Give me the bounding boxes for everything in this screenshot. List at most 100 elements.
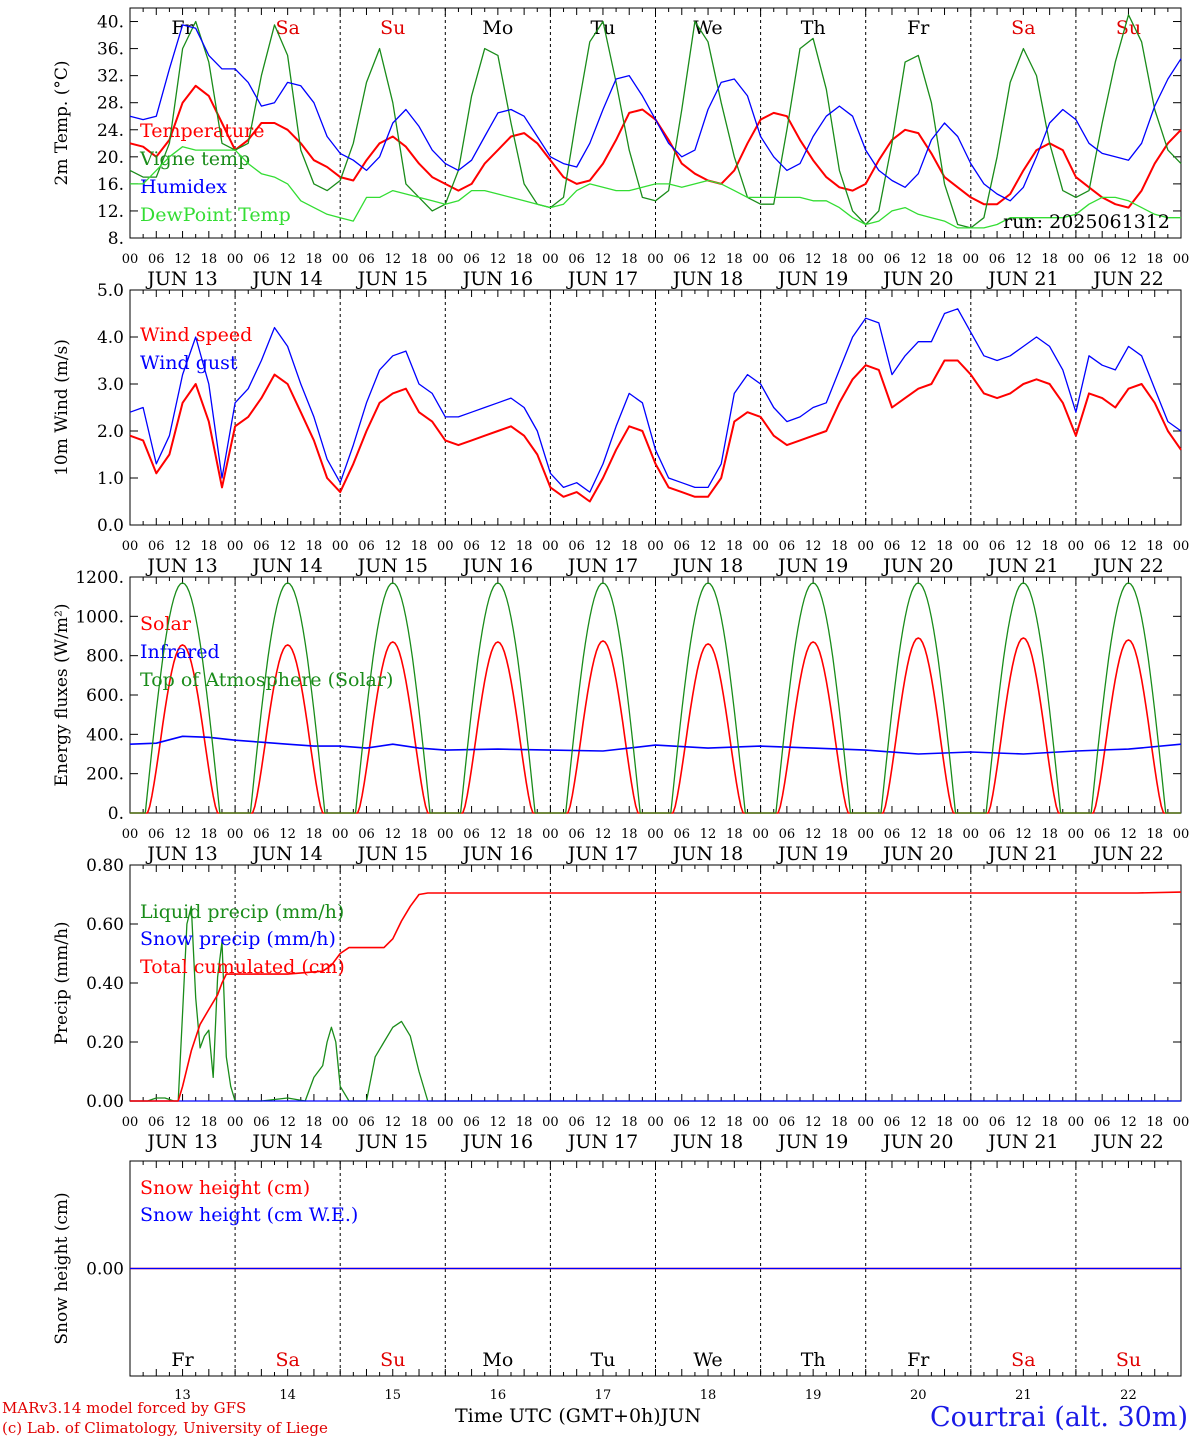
hour-label: 18 [516, 252, 533, 267]
day-name: Sa [275, 17, 299, 39]
hour-label: 12 [1015, 252, 1032, 267]
hour-label: 00 [963, 1115, 980, 1130]
hour-label: 00 [1068, 1115, 1085, 1130]
y-axis-label: Precip (mm/h) [52, 921, 72, 1044]
date-label: JUN 16 [461, 555, 533, 577]
day-number: 14 [279, 1388, 296, 1403]
hour-label: 06 [148, 827, 165, 842]
date-label: JUN 22 [1091, 1131, 1163, 1153]
panel-snow: 0.00 Snow height (cm) Fr Sa Su Mo Tu We Th Fr Sa Su… [52, 1160, 1182, 1403]
legend-entry: Total cumulated (cm) [140, 956, 345, 978]
hour-label: 12 [700, 827, 717, 842]
date-label: JUN 20 [881, 268, 953, 290]
day-name: We [693, 1349, 722, 1371]
date-label: JUN 19 [776, 268, 848, 290]
hour-label: 12 [910, 827, 927, 842]
hour-label: 06 [358, 827, 375, 842]
hour-label: 06 [674, 252, 691, 267]
day-name: We [693, 17, 722, 39]
hour-label: 06 [568, 539, 585, 554]
date-label: JUN 20 [881, 843, 953, 865]
hour-label: 06 [779, 252, 796, 267]
hour-label: 12 [805, 1115, 822, 1130]
hour-label: 00 [227, 827, 244, 842]
hour-label: 12 [490, 252, 507, 267]
hour-label: 06 [884, 539, 901, 554]
hour-label: 12 [595, 539, 612, 554]
hour-label: 18 [516, 827, 533, 842]
y-tick-label: 1200. [75, 568, 124, 588]
hour-label: 18 [1041, 539, 1058, 554]
hour-label: 00 [857, 1115, 874, 1130]
hour-label: 00 [227, 539, 244, 554]
hour-label: 00 [542, 252, 559, 267]
y-tick-label: 32. [97, 67, 124, 87]
series-line-wind-gust [129, 308, 1182, 493]
hour-label: 18 [936, 539, 953, 554]
hour-label: 18 [621, 1115, 638, 1130]
hour-label: 18 [1146, 539, 1163, 554]
hour-label: 18 [936, 1115, 953, 1130]
y-tick-label: 5.0 [97, 281, 124, 301]
hour-label: 06 [674, 539, 691, 554]
panel-precip: 0.00 0.20 0.40 0.60 0.80 Precip (mm/h) 00 06 12 1… [52, 856, 1189, 1153]
date-label: JUN 13 [145, 1131, 217, 1153]
hour-label: 06 [463, 1115, 480, 1130]
hour-label: 06 [253, 252, 270, 267]
hour-label: 18 [831, 1115, 848, 1130]
y-tick-label: 0.60 [86, 915, 124, 935]
hour-label: 06 [884, 1115, 901, 1130]
hour-label: 00 [227, 252, 244, 267]
date-label: JUN 19 [776, 843, 848, 865]
hour-label: 06 [1094, 1115, 1111, 1130]
station-name: Courtrai (alt. 30m) [929, 1402, 1188, 1433]
y-tick-label: 3.0 [97, 375, 124, 395]
legend-entry: Snow height (cm W.E.) [140, 1204, 358, 1226]
hour-label: 12 [595, 1115, 612, 1130]
hour-label: 06 [1094, 827, 1111, 842]
y-tick-label: 0.00 [86, 1092, 124, 1112]
legend-entry: Vigne temp [139, 148, 250, 170]
hour-label: 00 [227, 1115, 244, 1130]
hour-label: 06 [253, 539, 270, 554]
hour-label: 06 [358, 539, 375, 554]
hour-label: 00 [1173, 827, 1190, 842]
hour-label: 12 [910, 252, 927, 267]
panel-energy: 0. 200. 400. 600. 800. 1000. 1200.Energy fluxe… [52, 568, 1189, 865]
hour-label: 18 [306, 1115, 323, 1130]
y-tick-label: 36. [97, 40, 124, 60]
hour-label: 18 [306, 827, 323, 842]
hour-label: 00 [437, 1115, 454, 1130]
model-credit: MARv3.14 model forced by GFS [2, 1399, 247, 1417]
x-axis-label: Time UTC (GMT+0h) [455, 1405, 661, 1427]
hour-label: 06 [463, 827, 480, 842]
legend-entry: Top of Atmosphere (Solar) [140, 669, 393, 691]
y-tick-label: 40. [97, 13, 124, 33]
hour-label: 06 [1094, 252, 1111, 267]
date-label: JUN 15 [356, 1131, 428, 1153]
hour-label: 12 [490, 539, 507, 554]
date-label: JUN 17 [566, 1131, 638, 1153]
lab-credit: (c) Lab. of Climatology, University of L… [2, 1419, 328, 1437]
hour-label: 06 [358, 252, 375, 267]
hour-label: 12 [174, 539, 191, 554]
y-tick-label: 1.0 [97, 469, 124, 489]
series-line-infrared [129, 735, 1182, 755]
y-tick-label: 28. [97, 94, 124, 114]
hour-label: 00 [857, 827, 874, 842]
hour-label: 18 [1041, 1115, 1058, 1130]
hour-label: 12 [805, 539, 822, 554]
legend-entry: Snow precip (mm/h) [140, 928, 336, 950]
hour-label: 06 [989, 827, 1006, 842]
hour-label: 06 [779, 539, 796, 554]
legend-entry: Liquid precip (mm/h) [140, 901, 344, 923]
hour-label: 00 [122, 827, 139, 842]
date-label: JUN 16 [461, 843, 533, 865]
hour-label: 00 [647, 1115, 664, 1130]
day-number: 16 [490, 1388, 507, 1403]
hour-label: 00 [122, 252, 139, 267]
hour-label: 18 [831, 827, 848, 842]
hour-label: 00 [332, 1115, 349, 1130]
hour-label: 06 [779, 1115, 796, 1130]
